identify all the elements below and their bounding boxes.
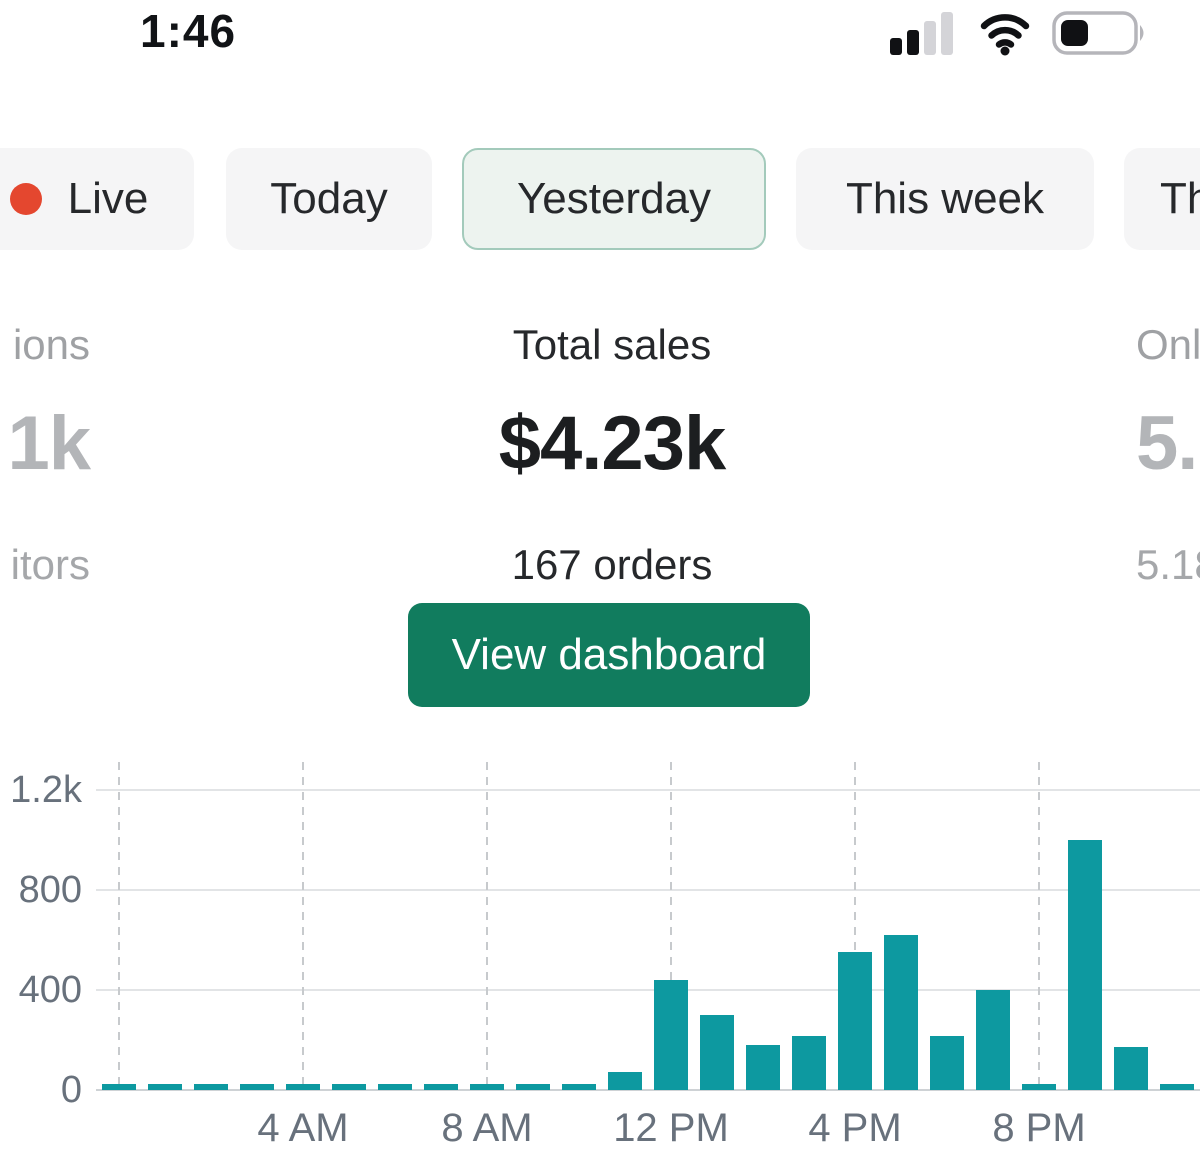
vertical-dashed-gridline bbox=[670, 762, 672, 1090]
view-dashboard-button[interactable]: View dashboard bbox=[408, 603, 810, 707]
stat-left-label: ions bbox=[12, 321, 90, 368]
chart-bar bbox=[102, 1084, 136, 1090]
chart-bar bbox=[608, 1072, 642, 1090]
chart-bar bbox=[792, 1036, 826, 1090]
tab-live[interactable]: Live bbox=[0, 148, 194, 250]
chart-bar bbox=[838, 952, 872, 1090]
y-grid-line bbox=[96, 989, 1200, 991]
stat-right-label: Onl bbox=[1136, 321, 1200, 368]
tab-yesterday[interactable]: Yesterday bbox=[462, 148, 766, 250]
live-dot-icon bbox=[9, 183, 42, 215]
x-axis-tick-label: 12 PM bbox=[613, 1106, 729, 1150]
tab-label: Today bbox=[270, 174, 388, 223]
chart-bar bbox=[286, 1084, 320, 1090]
cellular-signal-icon bbox=[890, 12, 953, 55]
chart-bar bbox=[1022, 1084, 1056, 1090]
chart-bar bbox=[470, 1084, 504, 1090]
y-grid-line bbox=[96, 789, 1200, 791]
vertical-dashed-gridline bbox=[854, 762, 856, 1090]
chart-bar bbox=[746, 1045, 780, 1090]
chart-bar bbox=[654, 980, 688, 1090]
chart-bar bbox=[148, 1084, 182, 1090]
total-sales-value: $4.23k bbox=[498, 401, 726, 486]
vertical-dashed-gridline bbox=[486, 762, 488, 1090]
tab-label: Live bbox=[67, 174, 149, 223]
chart-bar bbox=[378, 1084, 412, 1090]
tab-this-week[interactable]: This week bbox=[796, 148, 1094, 250]
chart-bar bbox=[1114, 1047, 1148, 1090]
x-axis-tick-label: 4 AM bbox=[257, 1106, 349, 1150]
y-axis-tick-label: 800 bbox=[18, 869, 82, 911]
tab-this-month[interactable]: Th bbox=[1124, 148, 1200, 250]
y-axis-tick-label: 400 bbox=[18, 969, 82, 1011]
x-axis-tick-label: 8 PM bbox=[992, 1106, 1086, 1150]
chart-bar bbox=[194, 1084, 228, 1090]
vertical-dashed-gridline bbox=[1038, 762, 1040, 1090]
chart-bar bbox=[700, 1015, 734, 1090]
chart-bar bbox=[930, 1036, 964, 1090]
chart-bar bbox=[884, 935, 918, 1090]
tab-label: This week bbox=[845, 174, 1045, 223]
status-time: 1:46 bbox=[140, 5, 237, 57]
vertical-dashed-gridline bbox=[118, 762, 120, 1090]
battery-icon bbox=[1052, 11, 1144, 55]
y-axis-tick-label: 0 bbox=[60, 1069, 82, 1111]
y-axis-tick-label: 1.2k bbox=[10, 769, 82, 811]
total-sales-label: Total sales bbox=[512, 321, 712, 368]
chart-bar bbox=[240, 1084, 274, 1090]
y-grid-line bbox=[96, 1089, 1200, 1091]
stat-column-total-sales: Total sales $4.23k 167 orders bbox=[312, 300, 912, 600]
chart-bar bbox=[424, 1084, 458, 1090]
stat-left-value: 1k bbox=[7, 401, 91, 486]
stat-right-value: 5. bbox=[1136, 401, 1198, 486]
stat-column-right: Onl 5. 5.18 bbox=[1136, 300, 1200, 600]
chart-bar bbox=[1160, 1084, 1194, 1090]
chart-bar bbox=[562, 1084, 596, 1090]
y-grid-line bbox=[96, 889, 1200, 891]
stat-right-sub: 5.18 bbox=[1136, 541, 1200, 588]
stat-left-sub: itors bbox=[10, 541, 90, 588]
tab-label: Th bbox=[1160, 174, 1200, 223]
tab-label: Yesterday bbox=[516, 174, 712, 223]
vertical-dashed-gridline bbox=[302, 762, 304, 1090]
tab-today[interactable]: Today bbox=[226, 148, 432, 250]
hourly-sales-bar-chart: 0 400 800 1.2k 4 AM 8 AM 12 PM 4 PM 8 PM bbox=[0, 740, 1200, 1164]
status-icons bbox=[890, 10, 1200, 58]
x-axis-tick-label: 8 AM bbox=[441, 1106, 533, 1150]
stat-column-left: ions 1k itors bbox=[0, 300, 91, 600]
x-axis-tick-label: 4 PM bbox=[808, 1106, 902, 1150]
wifi-icon bbox=[980, 14, 1030, 56]
chart-bar bbox=[332, 1084, 366, 1090]
orders-count: 167 orders bbox=[511, 541, 713, 588]
chart-bar bbox=[1068, 840, 1102, 1090]
chart-bar bbox=[976, 990, 1010, 1090]
chart-bar bbox=[516, 1084, 550, 1090]
